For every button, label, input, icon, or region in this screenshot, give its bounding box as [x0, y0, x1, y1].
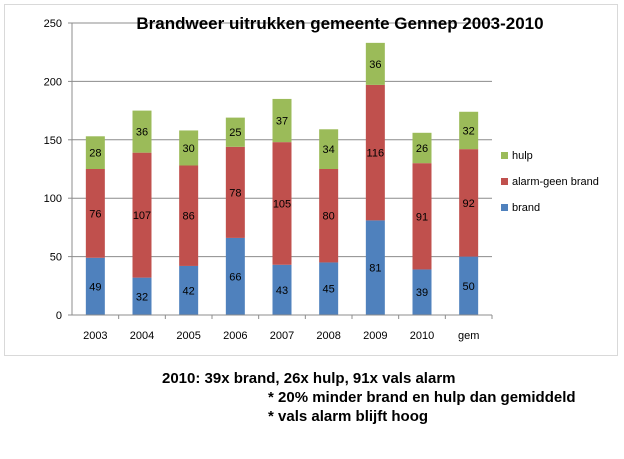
data-label: 30 [183, 143, 195, 155]
legend-label: alarm-geen brand [512, 176, 599, 188]
bar-brand [272, 264, 292, 315]
data-label: 28 [89, 148, 101, 160]
bar-brand [132, 277, 152, 315]
data-label: 81 [369, 263, 381, 275]
data-label: 66 [229, 271, 241, 283]
y-tick-label: 50 [50, 252, 62, 264]
legend-label: brand [512, 202, 540, 214]
data-label: 37 [276, 116, 288, 128]
x-tick-label: 2007 [270, 330, 294, 342]
data-label: 91 [416, 211, 428, 223]
data-label: 49 [89, 281, 101, 293]
y-tick-label: 0 [56, 310, 62, 322]
x-tick-label: 2006 [223, 330, 247, 342]
x-tick-label: gem [458, 330, 479, 342]
bar-brand [179, 265, 199, 315]
data-label: 78 [229, 187, 241, 199]
data-label: 34 [323, 144, 335, 156]
bar-brand [319, 262, 339, 315]
bar-alarm-geen-brand [179, 165, 199, 266]
data-label: 39 [416, 287, 428, 299]
chart-title: Brandweer uitrukken gemeente Gennep 2003… [136, 14, 543, 33]
bar-hulp [412, 132, 432, 164]
bar-hulp [319, 129, 339, 169]
data-label: 45 [323, 284, 335, 296]
bar-alarm-geen-brand [319, 169, 339, 263]
x-tick-label: 2008 [316, 330, 340, 342]
y-tick-label: 100 [44, 193, 62, 205]
legend-swatch [501, 178, 508, 185]
data-label: 76 [89, 208, 101, 220]
bar-alarm-geen-brand [272, 142, 292, 265]
legend-swatch [501, 152, 508, 159]
bar-alarm-geen-brand [365, 84, 385, 221]
bar-alarm-geen-brand [85, 169, 105, 258]
bar-hulp [179, 130, 199, 166]
bar-brand [459, 256, 479, 315]
data-label: 32 [136, 291, 148, 303]
bar-hulp [132, 110, 152, 153]
bar-hulp [459, 111, 479, 150]
x-tick-label: 2009 [363, 330, 387, 342]
x-tick-label: 2005 [176, 330, 200, 342]
bar-hulp [272, 98, 292, 143]
data-label: 32 [463, 125, 475, 137]
chart-area [4, 4, 618, 356]
data-label: 43 [276, 285, 288, 297]
data-label: 86 [183, 211, 195, 223]
bar-alarm-geen-brand [225, 146, 245, 238]
stacked-bar-chart: 0 50 100 150 200 250 49 76 28 2003 32 107 36 2004 42 86… [44, 14, 599, 342]
legend-label: hulp [512, 150, 533, 162]
x-tick-label: 2003 [83, 330, 107, 342]
x-tick-label: 2004 [130, 330, 154, 342]
legend-swatch [501, 204, 508, 211]
data-label: 80 [323, 211, 335, 223]
data-label: 50 [463, 281, 475, 293]
bar-hulp [225, 117, 245, 147]
bar-hulp [365, 42, 385, 85]
note-line-3: * vals alarm blijft hoog [268, 408, 429, 425]
y-tick-label: 200 [44, 76, 62, 88]
note-line-2: * 20% minder brand en hulp dan gemiddeld [268, 389, 576, 406]
data-label: 36 [369, 59, 381, 71]
data-label: 92 [463, 198, 475, 210]
data-label: 36 [136, 127, 148, 139]
data-label: 42 [183, 285, 195, 297]
bar-brand [412, 269, 432, 315]
data-label: 25 [229, 127, 241, 139]
x-tick-label: 2010 [410, 330, 434, 342]
y-tick-label: 150 [44, 135, 62, 147]
bar-brand [365, 220, 385, 315]
y-tick-label: 250 [44, 18, 62, 30]
bar-brand [225, 237, 245, 315]
bar-alarm-geen-brand [412, 163, 432, 270]
data-label: 116 [367, 148, 385, 160]
note-line-1: 2010: 39x brand, 26x hulp, 91x vals alar… [162, 370, 456, 387]
data-label: 105 [273, 198, 291, 210]
bar-hulp [85, 136, 105, 169]
data-label: 26 [416, 143, 428, 155]
data-label: 107 [133, 210, 151, 222]
bar-alarm-geen-brand [132, 152, 152, 278]
bar-alarm-geen-brand [459, 149, 479, 257]
bar-brand [85, 257, 105, 315]
